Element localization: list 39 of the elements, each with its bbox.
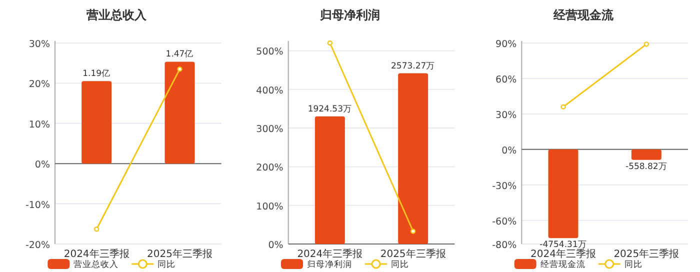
- x-tick-label: 2025年三季报: [147, 248, 212, 260]
- y-tick-label: 20%: [28, 79, 50, 90]
- legend-label: 同比: [624, 259, 642, 270]
- y-tick-label: 30%: [496, 110, 517, 121]
- data-label: 1924.53万: [308, 104, 352, 114]
- legend-label: 同比: [391, 259, 409, 270]
- y-tick-label: 10%: [28, 119, 50, 130]
- y-tick-label: -10%: [25, 200, 50, 211]
- y-tick-label: -20%: [25, 240, 50, 251]
- x-tick-label: 2025年三季报: [614, 248, 680, 260]
- x-tick-label: 2024年三季报: [297, 248, 363, 260]
- y-tick-label: 300%: [256, 124, 284, 136]
- chart-title: 营业总收入: [86, 8, 148, 22]
- chart-title: 经营现金流: [552, 8, 614, 22]
- y-tick-label: 30%: [28, 39, 50, 50]
- y-tick-label: 200%: [256, 162, 284, 174]
- x-tick-label: 2024年三季报: [64, 248, 130, 260]
- y-tick-label: 500%: [256, 46, 284, 58]
- data-label: 2573.27万: [391, 61, 436, 72]
- y-tick-label: 0%: [268, 240, 284, 251]
- y-tick-label: 0%: [34, 160, 50, 171]
- x-tick-label: 2024年三季报: [530, 248, 596, 260]
- data-label: 1.19亿: [82, 68, 111, 80]
- legend-label: 归母净利润: [307, 259, 352, 270]
- data-label: -558.82万: [626, 162, 668, 172]
- legend-label: 同比: [158, 259, 176, 270]
- y-tick-label: 60%: [496, 74, 517, 86]
- y-tick-label: 90%: [496, 39, 517, 50]
- y-tick-label: 400%: [256, 85, 284, 96]
- y-tick-label: -60%: [492, 216, 517, 228]
- y-tick-label: -80%: [492, 240, 517, 251]
- legend-label: 营业总收入: [74, 259, 119, 270]
- y-tick-label: -30%: [492, 180, 517, 192]
- y-tick-label: 100%: [256, 201, 284, 212]
- data-label: 1.47亿: [166, 48, 194, 60]
- legend-label: 经营现金流: [540, 259, 586, 270]
- x-tick-label: 2025年三季报: [380, 248, 446, 260]
- chart-title: 归母净利润: [319, 8, 380, 22]
- y-tick-label: 0%: [502, 145, 517, 156]
